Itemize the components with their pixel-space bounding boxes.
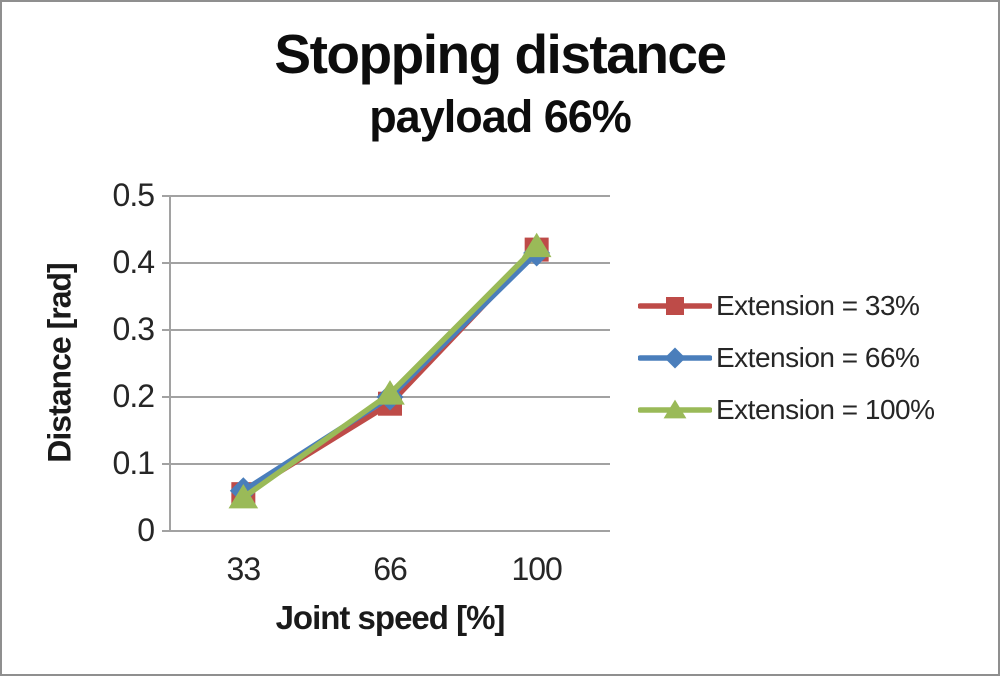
legend-square-marker-icon — [638, 297, 712, 315]
x-tick-label: 33 — [226, 551, 262, 587]
legend-item: Extension = 100% — [638, 384, 935, 436]
x-tick-label: 100 — [511, 551, 562, 587]
legend-label: Extension = 66% — [716, 342, 920, 373]
y-tick-label: 0.1 — [112, 445, 155, 481]
y-tick-label: 0.3 — [112, 311, 155, 347]
legend-label: Extension = 33% — [716, 290, 920, 321]
legend: Extension = 33% Extension = 66% Extensio… — [638, 280, 935, 436]
y-tick-label: 0.4 — [112, 244, 155, 280]
y-tick-label: 0 — [137, 512, 155, 548]
y-tick-label: 0.5 — [112, 177, 155, 213]
chart-title: Stopping distance — [274, 23, 727, 85]
x-tick-label: 66 — [373, 551, 408, 587]
legend-label: Extension = 100% — [716, 394, 935, 425]
y-tick-label: 0.2 — [112, 378, 155, 414]
legend-item: Extension = 66% — [638, 332, 935, 384]
x-axis-title: Joint speed [%] — [275, 599, 506, 636]
chart-subtitle: payload 66% — [369, 91, 632, 142]
legend-triangle-marker-icon — [638, 399, 712, 419]
legend-diamond-marker-icon — [638, 347, 712, 369]
y-axis-title: Distance [rad] — [41, 263, 78, 463]
legend-item: Extension = 33% — [638, 280, 935, 332]
